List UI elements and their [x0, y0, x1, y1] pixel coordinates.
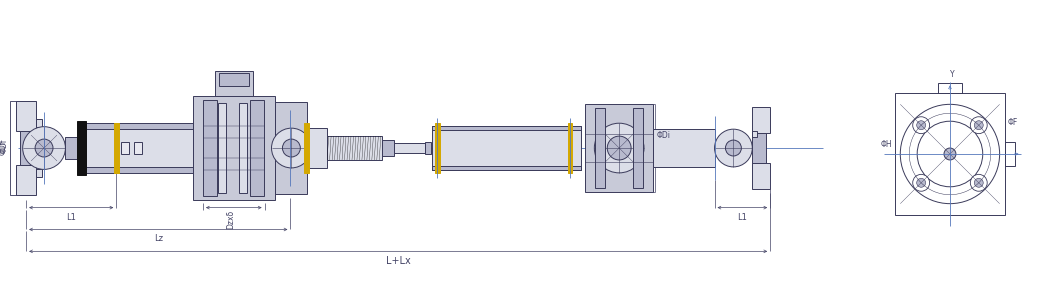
Circle shape [917, 178, 925, 187]
Bar [895, 93, 1005, 215]
Bar [86, 167, 193, 173]
Circle shape [594, 123, 645, 173]
Circle shape [944, 148, 956, 160]
Bar [65, 136, 77, 159]
Bar [77, 121, 86, 175]
Bar [86, 123, 193, 129]
Bar [433, 126, 582, 130]
Bar [218, 103, 225, 193]
Circle shape [917, 121, 925, 130]
Bar [239, 103, 246, 193]
Bar [752, 163, 770, 189]
Bar [586, 104, 653, 192]
Bar [752, 133, 766, 163]
Text: L1: L1 [66, 213, 77, 222]
Bar [595, 108, 606, 188]
Bar [215, 71, 253, 96]
Bar [752, 131, 758, 137]
Circle shape [913, 117, 930, 134]
Bar [653, 129, 715, 167]
Bar [568, 123, 572, 174]
Circle shape [607, 136, 631, 160]
Bar [134, 142, 143, 155]
Bar [938, 84, 962, 93]
Text: ΦDf: ΦDf [0, 139, 8, 153]
Text: Y: Y [949, 69, 955, 79]
Circle shape [23, 127, 65, 170]
Text: Lz: Lz [154, 234, 162, 244]
Bar [394, 143, 425, 154]
Bar [433, 126, 582, 170]
Circle shape [970, 174, 987, 191]
Text: L1: L1 [738, 213, 747, 222]
Bar [193, 96, 275, 200]
Circle shape [271, 128, 311, 168]
Text: Dzxδ: Dzxδ [226, 210, 236, 229]
Bar [433, 166, 582, 170]
Text: ΦDi: ΦDi [657, 131, 671, 140]
Bar [752, 107, 770, 133]
Bar [307, 128, 327, 168]
Bar [36, 169, 42, 177]
Bar [86, 124, 193, 172]
Bar [203, 100, 217, 196]
Bar [20, 131, 32, 165]
Circle shape [913, 174, 930, 191]
Bar [1005, 142, 1014, 166]
Bar [381, 140, 394, 156]
Circle shape [725, 140, 741, 156]
Text: ΦF: ΦF [1007, 118, 1018, 127]
Circle shape [283, 139, 301, 157]
Bar [36, 119, 42, 127]
Bar [16, 101, 36, 131]
Bar [249, 100, 264, 196]
Bar [219, 73, 248, 87]
Bar [633, 108, 643, 188]
Text: L+Lx: L+Lx [386, 256, 411, 266]
Circle shape [975, 178, 983, 187]
Bar [276, 102, 307, 194]
Bar [435, 123, 440, 174]
Bar [327, 136, 381, 160]
Circle shape [36, 139, 53, 157]
Bar [121, 142, 130, 155]
Bar [114, 123, 118, 174]
Text: ΦH: ΦH [880, 140, 892, 148]
Text: ΦDf: ΦDf [0, 141, 7, 155]
Circle shape [975, 121, 983, 130]
Circle shape [715, 129, 752, 167]
Bar [304, 123, 309, 174]
Bar [425, 142, 432, 155]
Bar [16, 165, 36, 195]
Circle shape [970, 117, 987, 134]
